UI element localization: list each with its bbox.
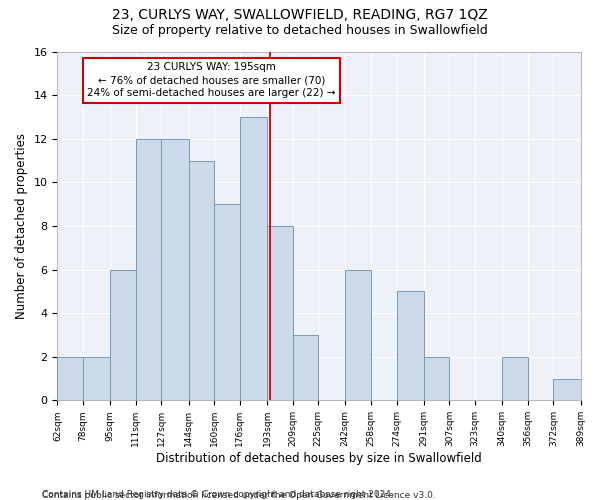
Bar: [424, 356, 449, 401]
Bar: [58, 356, 83, 401]
Bar: [161, 138, 188, 400]
Bar: [346, 270, 371, 400]
Bar: [188, 160, 214, 400]
Y-axis label: Number of detached properties: Number of detached properties: [15, 133, 28, 319]
Bar: [83, 356, 110, 401]
Text: 23, CURLYS WAY, SWALLOWFIELD, READING, RG7 1QZ: 23, CURLYS WAY, SWALLOWFIELD, READING, R…: [112, 8, 488, 22]
Text: Contains public sector information licensed under the Open Government Licence v3: Contains public sector information licen…: [42, 491, 436, 500]
Text: Size of property relative to detached houses in Swallowfield: Size of property relative to detached ho…: [112, 24, 488, 37]
X-axis label: Distribution of detached houses by size in Swallowfield: Distribution of detached houses by size …: [156, 452, 482, 465]
Bar: [267, 226, 293, 400]
Bar: [502, 356, 528, 401]
Bar: [293, 335, 318, 400]
Bar: [136, 138, 161, 400]
Text: Contains HM Land Registry data © Crown copyright and database right 2024.: Contains HM Land Registry data © Crown c…: [42, 490, 394, 499]
Bar: [397, 292, 424, 401]
Bar: [214, 204, 240, 400]
Bar: [110, 270, 136, 400]
Bar: [553, 378, 581, 400]
Text: 23 CURLYS WAY: 195sqm
← 76% of detached houses are smaller (70)
24% of semi-deta: 23 CURLYS WAY: 195sqm ← 76% of detached …: [88, 62, 336, 98]
Bar: [240, 117, 267, 401]
